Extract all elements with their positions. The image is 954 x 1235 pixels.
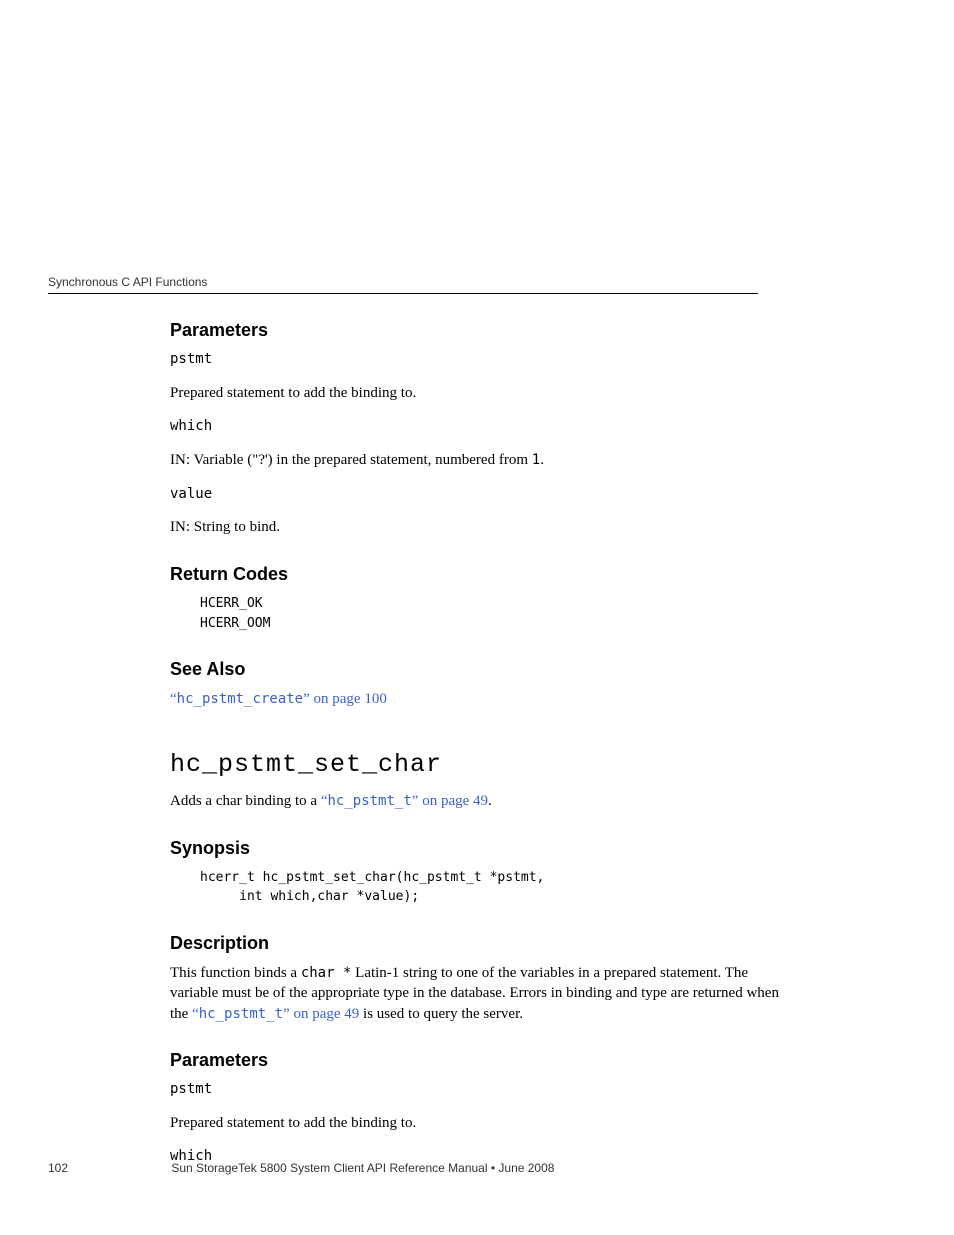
- param-name: which: [170, 417, 799, 436]
- page-footer: 102 Sun StorageTek 5800 System Client AP…: [48, 1161, 758, 1175]
- text: is used to query the server.: [359, 1006, 523, 1022]
- content-area: Parameters pstmt Prepared statement to a…: [170, 318, 799, 1166]
- see-also-link-line: “hc_pstmt_create” on page 100: [170, 689, 799, 709]
- param-desc: Prepared statement to add the binding to…: [170, 383, 799, 403]
- pstmt-type-link[interactable]: “hc_pstmt_t” on page 49: [192, 1006, 359, 1022]
- parameters-heading: Parameters: [170, 1048, 799, 1072]
- return-codes-block: HCERR_OK HCERR_OOM: [200, 594, 799, 633]
- param-desc: IN: String to bind.: [170, 517, 799, 537]
- link-code: hc_pstmt_t: [199, 1006, 283, 1022]
- synopsis-heading: Synopsis: [170, 836, 799, 860]
- param-name: value: [170, 485, 799, 504]
- function-heading: hc_pstmt_set_char: [170, 748, 799, 782]
- text: .: [540, 452, 544, 468]
- page-number: 102: [48, 1161, 168, 1175]
- header-rule: [48, 293, 758, 294]
- pstmt-type-link[interactable]: “hc_pstmt_t” on page 49: [321, 793, 488, 809]
- quote-open: “: [192, 1006, 199, 1022]
- quote-open: “: [170, 691, 177, 707]
- param-name: pstmt: [170, 1080, 799, 1099]
- see-also-heading: See Also: [170, 657, 799, 681]
- text: This function binds a: [170, 965, 301, 981]
- synopsis-code: hcerr_t hc_pstmt_set_char(hc_pstmt_t *ps…: [200, 868, 799, 907]
- see-also-link[interactable]: “hc_pstmt_create” on page 100: [170, 691, 387, 707]
- description-heading: Description: [170, 931, 799, 955]
- link-suffix: ” on page 49: [283, 1006, 359, 1022]
- inline-code: 1: [532, 452, 540, 468]
- function-intro: Adds a char binding to a “hc_pstmt_t” on…: [170, 791, 799, 811]
- footer-title: Sun StorageTek 5800 System Client API Re…: [171, 1161, 554, 1175]
- running-header: Synchronous C API Functions: [48, 275, 207, 289]
- link-suffix: ” on page 100: [303, 691, 387, 707]
- return-codes-heading: Return Codes: [170, 562, 799, 586]
- page: Synchronous C API Functions Parameters p…: [0, 0, 954, 1235]
- param-desc: Prepared statement to add the binding to…: [170, 1113, 799, 1133]
- link-code: hc_pstmt_t: [327, 793, 411, 809]
- text: IN: Variable ("?') in the prepared state…: [170, 452, 532, 468]
- inline-code: char *: [301, 965, 352, 981]
- param-desc: IN: Variable ("?') in the prepared state…: [170, 450, 799, 470]
- link-code: hc_pstmt_create: [177, 691, 303, 707]
- description-text: This function binds a char * Latin-1 str…: [170, 963, 799, 1024]
- parameters-heading: Parameters: [170, 318, 799, 342]
- text: Adds a char binding to a: [170, 793, 321, 809]
- text: .: [488, 793, 492, 809]
- link-suffix: ” on page 49: [412, 793, 488, 809]
- param-name: pstmt: [170, 350, 799, 369]
